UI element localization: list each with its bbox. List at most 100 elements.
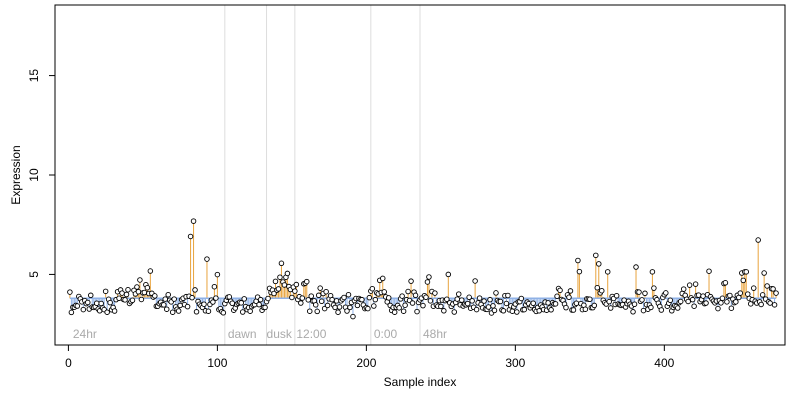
data-point: [201, 301, 207, 307]
data-point: [599, 287, 605, 294]
data-point: [490, 303, 496, 309]
data-point: [308, 293, 314, 299]
data-point: [177, 302, 183, 309]
data-point: [405, 288, 411, 295]
data-point: [444, 296, 450, 303]
data-point: [272, 278, 279, 285]
data-point: [366, 294, 373, 301]
region-label: dawn: [228, 327, 257, 341]
data-point: [265, 295, 271, 302]
data-point: [759, 292, 766, 298]
data-point: [162, 296, 168, 302]
data-point: [505, 292, 511, 299]
data-point: [192, 287, 198, 293]
data-point: [651, 285, 657, 291]
data-point: [640, 307, 647, 314]
data-point: [667, 297, 674, 304]
data-point: [277, 274, 283, 280]
data-point: [724, 299, 730, 305]
data-point: [93, 300, 100, 306]
data-point: [190, 218, 197, 224]
data-point: [649, 269, 656, 275]
data-point: [400, 308, 407, 314]
data-point: [639, 297, 645, 303]
x-tick-label: 0: [65, 356, 72, 370]
data-point: [412, 292, 419, 299]
data-point: [563, 304, 569, 311]
data-point: [211, 283, 218, 290]
data-point: [256, 301, 262, 308]
x-tick-label: 200: [356, 356, 376, 370]
data-point: [518, 295, 525, 302]
data-point: [141, 289, 148, 296]
data-point: [204, 256, 210, 262]
data-point: [317, 285, 323, 291]
data-point: [736, 294, 742, 301]
data-point: [591, 302, 598, 309]
data-point: [607, 305, 614, 311]
data-point: [743, 269, 750, 275]
data-point: [163, 306, 170, 312]
data-point: [750, 285, 757, 291]
data-point: [500, 308, 507, 314]
data-point: [304, 278, 310, 285]
data-point: [134, 284, 140, 290]
data-point: [408, 278, 414, 284]
data-point: [385, 295, 392, 301]
data-point: [648, 304, 654, 311]
data-point: [210, 299, 216, 305]
data-point: [318, 298, 325, 305]
data-point: [205, 308, 212, 314]
data-point: [271, 290, 277, 297]
data-point: [633, 264, 639, 270]
data-point: [740, 277, 747, 284]
data-point: [554, 293, 560, 300]
data-point: [464, 300, 471, 307]
data-point: [427, 298, 434, 304]
data-point: [570, 307, 577, 313]
data-point: [509, 308, 516, 314]
data-point: [85, 299, 91, 306]
data-point: [220, 310, 227, 316]
data-point: [135, 288, 142, 295]
data-point: [345, 291, 352, 298]
data-point: [74, 303, 81, 309]
data-point: [238, 300, 244, 306]
data-point: [332, 304, 338, 311]
data-point: [576, 268, 583, 275]
data-point: [323, 288, 329, 295]
data-point: [642, 290, 648, 297]
data-point: [594, 284, 601, 291]
region-label: 0:00: [374, 327, 398, 341]
data-point: [336, 304, 343, 310]
data-point: [718, 300, 724, 306]
data-point: [686, 282, 693, 288]
data-point: [445, 271, 452, 278]
data-point: [545, 300, 551, 306]
data-point: [567, 288, 574, 294]
y-axis-title: Expression: [9, 145, 23, 204]
data-point: [193, 309, 200, 315]
data-point: [764, 283, 770, 289]
data-point: [497, 298, 504, 305]
data-point: [487, 296, 493, 303]
x-axis-title: Sample index: [384, 375, 457, 389]
data-point: [441, 308, 447, 314]
data-point: [613, 292, 620, 299]
y-tick-label: 15: [27, 69, 41, 83]
data-point: [347, 304, 353, 311]
y-axis: 5 10 15: [27, 69, 56, 278]
data-point: [691, 303, 697, 309]
y-tick-label: 5: [27, 271, 41, 278]
data-point: [552, 301, 559, 307]
data-point: [125, 286, 131, 293]
data-point: [630, 309, 636, 315]
data-point: [171, 296, 177, 302]
data-point: [481, 298, 487, 304]
data-point: [722, 280, 729, 286]
data-point: [727, 292, 733, 299]
data-point: [593, 252, 599, 259]
data-point: [213, 295, 219, 301]
data-point: [700, 293, 706, 299]
data-point: [773, 290, 779, 296]
